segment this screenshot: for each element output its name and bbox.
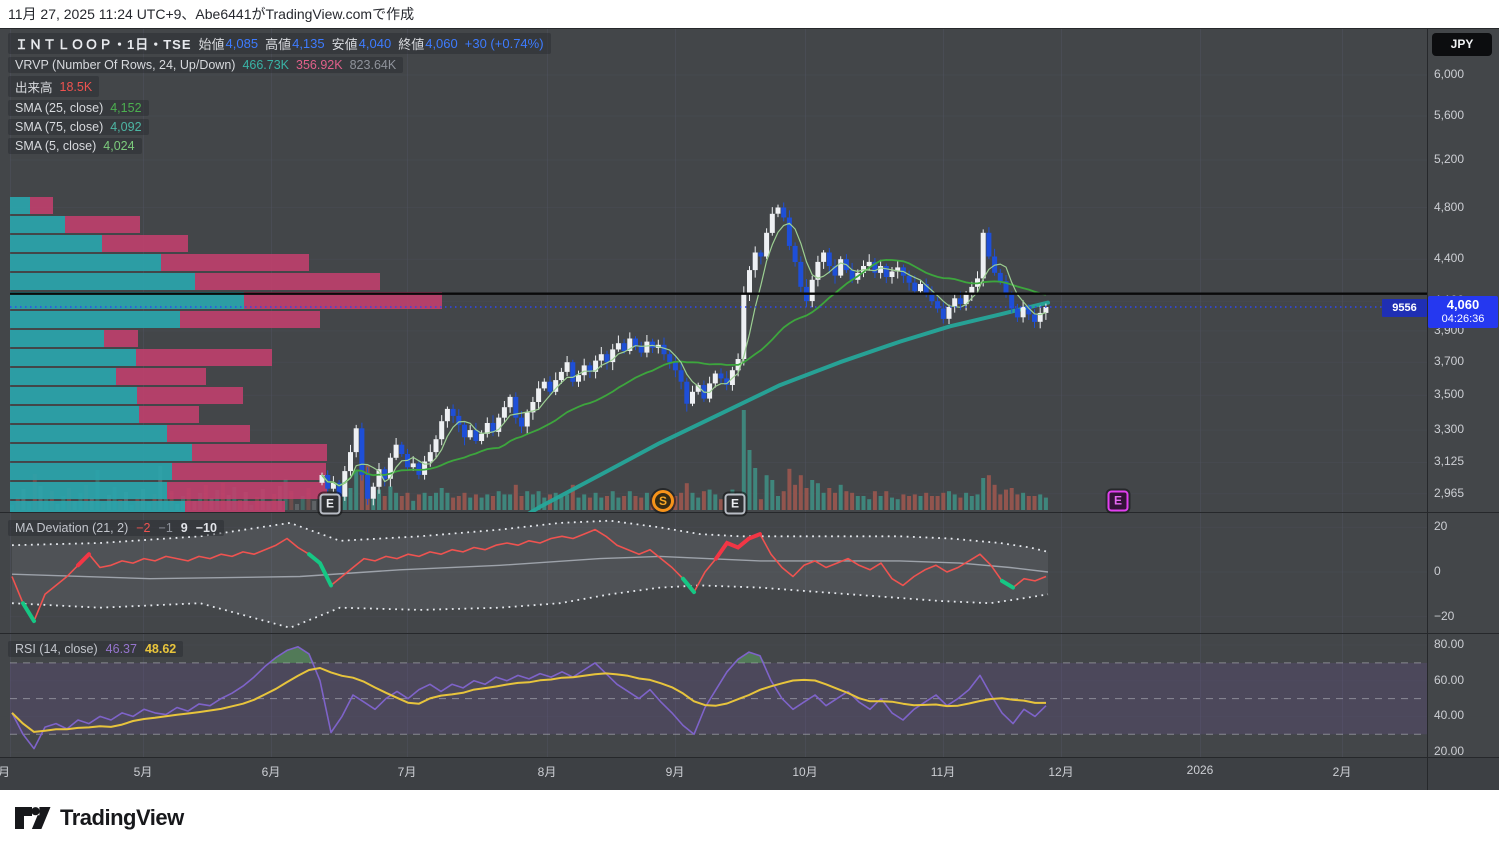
ma-deviation-legend-row[interactable]: MA Deviation (21, 2) −2 −1 9 −10 [8, 520, 224, 536]
split-badge[interactable]: S [652, 490, 674, 512]
ma-deviation-tick: 0 [1434, 564, 1441, 578]
price-tick: 4,800 [1434, 199, 1465, 214]
vrvp-legend-row[interactable]: VRVP (Number Of Rows, 24, Up/Down) 466.7… [8, 57, 404, 73]
sma25-label: SMA (25, close) [15, 101, 104, 115]
vrvp-down-value: 356.92K [296, 58, 343, 72]
high-value: 4,135 [292, 36, 325, 51]
price-tick: 2,965 [1434, 485, 1465, 500]
time-tick: 6月 [261, 765, 281, 779]
ticker-code-price-label: 9556 [1382, 299, 1427, 317]
time-axis[interactable] [0, 757, 1499, 790]
vrvp-total-value: 823.64K [349, 58, 397, 72]
creation-text: 11月 27, 2025 11:24 UTC+9、Abe6441がTrading… [8, 6, 415, 22]
price-tick: 3,500 [1434, 387, 1465, 402]
open-label: 始値 [198, 37, 225, 52]
sma25-legend-row[interactable]: SMA (25, close) 4,152 [8, 100, 149, 116]
rsi-legend-row[interactable]: RSI (14, close) 46.37 48.62 [8, 641, 184, 657]
price-tick: 4,400 [1434, 251, 1465, 266]
time-tick: 9月 [665, 765, 685, 779]
time-tick: 5月 [133, 765, 153, 779]
price-tick: 5,200 [1434, 152, 1465, 166]
ma-deviation-value-2: −1 [158, 521, 173, 535]
ma-deviation-title: MA Deviation (21, 2) [15, 521, 129, 535]
creation-attribution: 11月 27, 2025 11:24 UTC+9、Abe6441がTrading… [0, 0, 1499, 28]
price-tick: 3,300 [1434, 422, 1465, 437]
open-value: 4,085 [225, 36, 259, 51]
time-tick: 2月 [1332, 765, 1352, 779]
close-label: 終値 [398, 37, 425, 52]
sma25-value: 4,152 [110, 101, 142, 115]
price-tick: 6,000 [1434, 67, 1465, 81]
sma5-legend-row[interactable]: SMA (5, close) 4,024 [8, 138, 142, 154]
time-tick: 10月 [792, 765, 818, 779]
time-tick: 11月 [930, 765, 956, 779]
sma75-label: SMA (75, close) [15, 120, 104, 134]
earnings-badge[interactable]: E [724, 493, 746, 515]
sma75-value: 4,092 [110, 120, 142, 134]
rsi-tick: 20.00 [1434, 744, 1465, 759]
vrvp-label: VRVP (Number Of Rows, 24, Up/Down) [15, 58, 236, 72]
rsi-title: RSI (14, close) [15, 642, 98, 656]
ma-deviation-tick: 20 [1434, 519, 1448, 534]
ma-deviation-tick: −20 [1434, 608, 1455, 623]
symbol-title: ＩＮＴＬＯＯＰ・1日・TSE [15, 37, 192, 52]
time-tick: 8月 [537, 765, 557, 779]
footer: TradingView [0, 790, 1499, 845]
price-tick: 5,600 [1434, 107, 1465, 122]
ma-deviation-value-3: 9 [180, 521, 188, 535]
currency-toggle-button[interactable]: JPY [1432, 33, 1492, 56]
symbol-legend-row[interactable]: ＩＮＴＬＯＯＰ・1日・TSE 始値 4,085 高値 4,135 安値 4,040 終… [8, 33, 551, 54]
low-label: 安値 [331, 37, 358, 52]
ma-deviation-value-1: −2 [136, 521, 151, 535]
volume-value: 18.5K [59, 79, 93, 94]
bar-countdown: 04:26:36 [1441, 313, 1485, 325]
high-label: 高値 [265, 37, 292, 52]
tradingview-wordmark[interactable]: TradingView [60, 804, 184, 830]
volume-label: 出来高 [15, 81, 53, 95]
current-price-label: 4,060 04:26:36 [1428, 296, 1498, 328]
time-tick: 7月 [397, 765, 417, 779]
change-value: +30 (+0.74%) [464, 36, 544, 51]
time-tick: 月 [0, 765, 11, 779]
low-value: 4,040 [358, 36, 392, 51]
sma5-label: SMA (5, close) [15, 139, 97, 153]
tradingview-logo-icon[interactable] [14, 803, 52, 833]
rsi-value: 46.37 [105, 642, 137, 656]
rsi-tick: 80.00 [1434, 637, 1465, 651]
time-tick: 2026 [1186, 763, 1214, 777]
earnings-badge[interactable]: E [1107, 490, 1129, 512]
legend: ＩＮＴＬＯＯＰ・1日・TSE 始値 4,085 高値 4,135 安値 4,040 終… [8, 33, 551, 154]
volume-legend-row[interactable]: 出来高 18.5K [8, 76, 100, 97]
price-tick: 3,125 [1434, 454, 1465, 469]
rsi-tick: 60.00 [1434, 672, 1465, 687]
current-price-value: 4,060 [1446, 297, 1480, 312]
rsi-tick: 40.00 [1434, 708, 1465, 723]
rsi-ma-value: 48.62 [144, 642, 177, 656]
time-tick: 12月 [1048, 765, 1074, 779]
sma5-value: 4,024 [103, 139, 135, 153]
sma75-legend-row[interactable]: SMA (75, close) 4,092 [8, 119, 149, 135]
vrvp-up-value: 466.73K [242, 58, 290, 72]
ma-deviation-value-4: −10 [195, 521, 217, 535]
close-value: 4,060 [425, 36, 458, 51]
earnings-badge[interactable]: E [319, 493, 341, 515]
price-tick: 3,700 [1434, 354, 1465, 369]
